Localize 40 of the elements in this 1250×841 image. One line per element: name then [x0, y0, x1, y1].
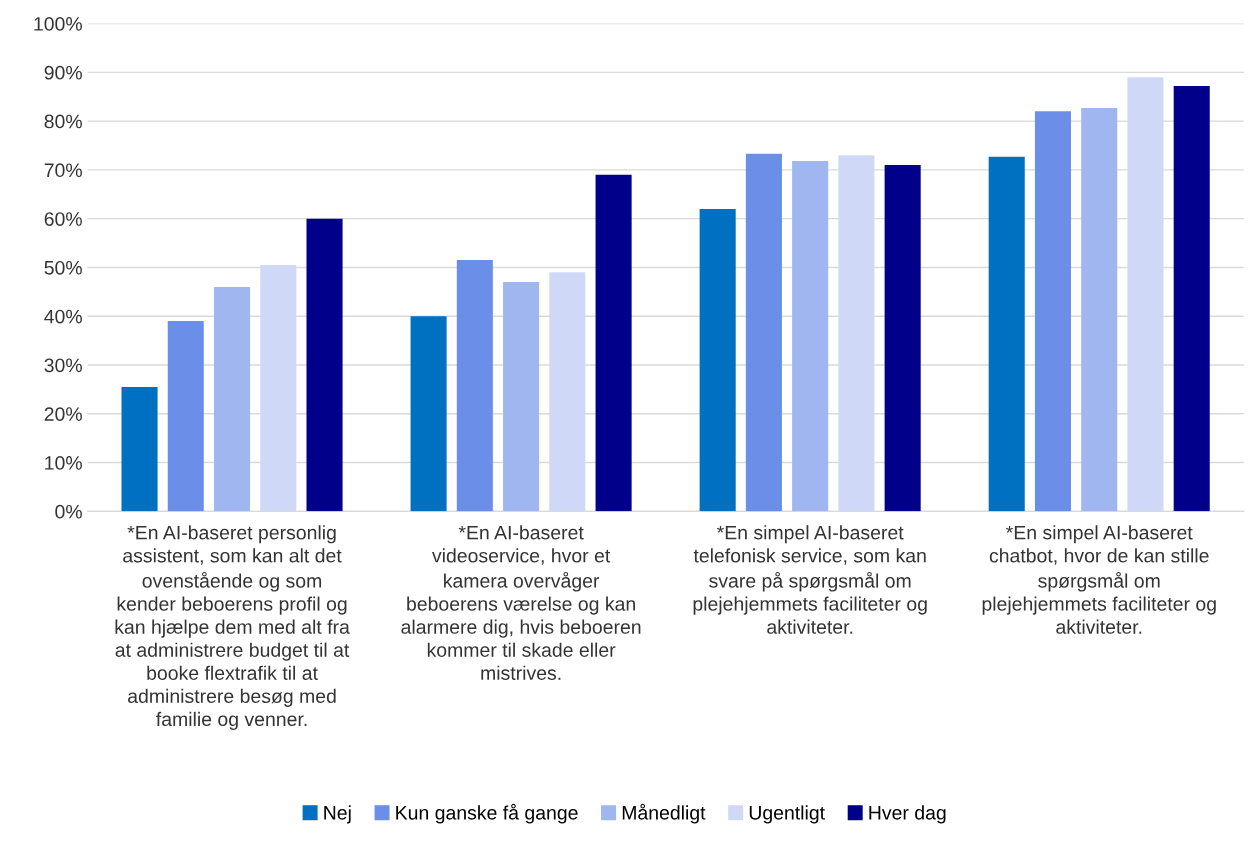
- bar: [699, 208, 736, 512]
- bar: [1081, 107, 1118, 512]
- bar: [745, 153, 782, 512]
- y-tick-label: 80%: [44, 114, 82, 129]
- bar: [260, 265, 297, 512]
- legend-label: Ugentligt: [749, 805, 825, 824]
- legend-label: Kun ganske få gange: [396, 803, 578, 824]
- bar: [503, 282, 540, 512]
- y-tick-label: 60%: [44, 212, 82, 226]
- y-tick-label: 20%: [44, 407, 82, 422]
- y-tick-label: 0%: [55, 504, 82, 519]
- bar: [838, 155, 875, 512]
- y-tick-label: 100%: [34, 17, 82, 31]
- y-tick-label: 10%: [45, 456, 82, 470]
- legend-label: Månedligt: [622, 803, 706, 824]
- y-tick-label: 90%: [44, 65, 82, 80]
- bar: [884, 165, 921, 512]
- bar: [410, 316, 447, 512]
- category-label: *En AI-baseret personlig assistent, som kan alt det ovenstående og som kender beboerens profil og kan hjælpe dem med alt fra at administrere budget til at booke flextrafik til at administrere besøg med familie og venner.: [115, 525, 350, 730]
- y-tick-label: 40%: [44, 309, 82, 324]
- bar: [595, 174, 632, 512]
- bar: [1127, 77, 1164, 512]
- x-tick-label: *En simpel AI-baseret telefonisk service, som kan svare på spørgsmål om plejehjemmets faciliteter og aktiviteter.: [693, 525, 927, 634]
- legend-label: Nej: [324, 805, 351, 824]
- bar: [549, 272, 586, 512]
- y-tick-label: 50%: [44, 260, 82, 275]
- x-tick-label: *En AI-baseret videoservice, hvor et kamera overvåger beboerens værelse og kan alarmere dig, hvis beboeren kommer til skade eller mistrives.: [401, 525, 641, 680]
- bar: [1173, 85, 1210, 512]
- x-tick-label: *En simpel AI-baseret chatbot, hvor de kan stille spørgsmål om plejehjemmets faciliteter og aktiviteter.: [982, 525, 1216, 634]
- bar: [1034, 111, 1072, 512]
- y-tick-label: 30%: [44, 358, 82, 373]
- bar: [988, 156, 1025, 512]
- bar: [456, 260, 493, 512]
- bar: [213, 286, 251, 512]
- bar: [121, 386, 158, 512]
- bar: [167, 321, 204, 512]
- y-tick-label: 70%: [44, 163, 82, 178]
- bar: [306, 218, 343, 512]
- bar: [792, 161, 829, 512]
- legend-label: Hver dag: [869, 805, 946, 824]
